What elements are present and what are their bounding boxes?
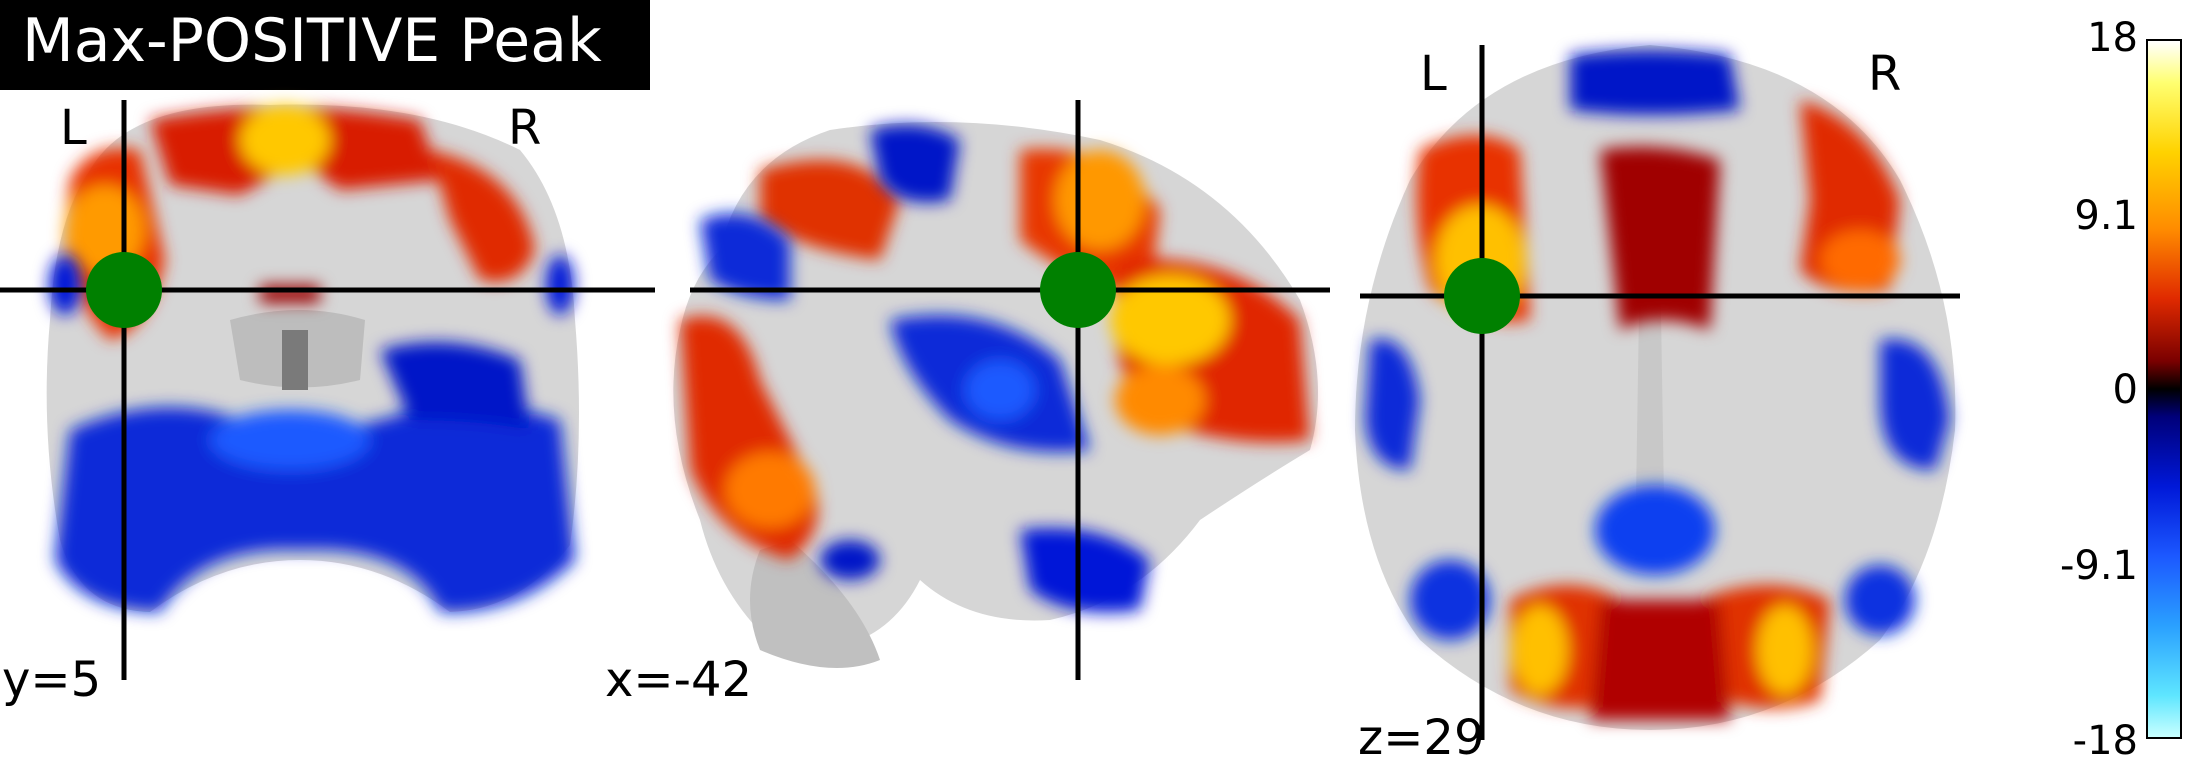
title-banner: Max-POSITIVE Peak <box>0 0 650 90</box>
coronal-left-label: L <box>60 100 87 156</box>
axial-peak-marker <box>1444 258 1520 334</box>
axial-cold-activation <box>1365 50 1950 640</box>
sagittal-peak-marker <box>1040 252 1116 328</box>
axial-hot-activation <box>1416 100 1900 720</box>
axial-left-label: L <box>1420 46 1447 102</box>
colorbar-tick-lower: -9.1 <box>2059 543 2138 589</box>
colorbar <box>2146 39 2182 739</box>
axial-right-label: R <box>1868 46 1902 102</box>
axial-crosshair <box>1360 45 1960 740</box>
sagittal-crosshair <box>690 100 1330 680</box>
axial-coord-label: z=29 <box>1358 710 1485 766</box>
colorbar-tick-max: 18 <box>2087 15 2138 61</box>
colorbar-tick-min: -18 <box>2072 718 2138 764</box>
coronal-right-label: R <box>508 100 542 156</box>
sagittal-cold-activation <box>700 124 1150 613</box>
coronal-crosshair <box>0 100 655 680</box>
colorbar-tick-zero: 0 <box>2112 367 2138 413</box>
colorbar-tick-upper: 9.1 <box>2074 193 2138 239</box>
coronal-peak-marker <box>86 252 162 328</box>
coronal-coord-label: y=5 <box>2 652 102 708</box>
coronal-cold-activation <box>49 255 575 613</box>
figure-title: Max-POSITIVE Peak <box>22 6 602 76</box>
sagittal-coord-label: x=-42 <box>605 652 753 708</box>
